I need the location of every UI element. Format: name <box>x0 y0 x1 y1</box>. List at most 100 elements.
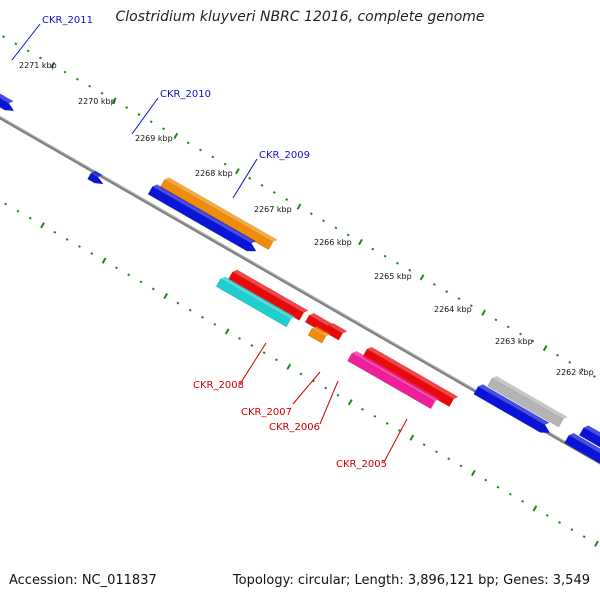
scale-label: 2271 kbp <box>19 61 57 70</box>
scale-tick <box>296 203 302 210</box>
scale-tick <box>101 257 107 264</box>
gene-feature[interactable] <box>473 385 551 433</box>
gene-feature[interactable] <box>0 82 15 112</box>
scale-label: 2267 kbp <box>254 205 292 214</box>
scale-tick <box>149 120 153 124</box>
gene-feature[interactable] <box>362 348 455 408</box>
scale-tick <box>373 414 377 418</box>
gene-feature-bevel <box>309 313 333 327</box>
gene-labels: CKR_2011 CKR_2010 CKR_2009 CKR_2008 CKR_2007… <box>42 15 387 470</box>
gene-label[interactable]: CKR_2008 <box>193 380 244 391</box>
gene-feature-bevel <box>328 323 348 334</box>
scale-tick <box>213 322 217 326</box>
gene-feature[interactable] <box>564 434 600 467</box>
gene-label[interactable]: CKR_2011 <box>42 15 93 26</box>
scale-tick <box>28 216 32 220</box>
gene-label[interactable]: CKR_2007 <box>241 407 292 418</box>
scale-tick <box>580 367 584 371</box>
gene-feature-bevel <box>352 351 440 401</box>
scale-tick <box>111 97 117 104</box>
scale-tick <box>137 113 141 116</box>
scale-tick <box>545 514 549 517</box>
scale-label: 2264 kbp <box>434 305 472 314</box>
gene-feature[interactable] <box>87 172 104 185</box>
scale-tick <box>311 379 315 383</box>
scale-tick <box>322 219 326 223</box>
scale-labels: 2271 kbp 2270 kbp 2269 kbp 2268 kbp 2267 kbp… <box>19 61 594 377</box>
label-leader-line <box>292 371 321 405</box>
gene-feature[interactable] <box>307 327 327 344</box>
scale-tick <box>16 209 20 213</box>
scale-label: 2268 kbp <box>195 169 233 178</box>
gene-feature[interactable] <box>578 427 600 455</box>
scale-tick <box>471 469 476 477</box>
scale-tick <box>347 399 353 406</box>
scale-tick <box>40 222 45 229</box>
scale-label: 2270 kbp <box>78 97 116 106</box>
scale-label: 2265 kbp <box>374 272 412 281</box>
scale-tick <box>398 429 401 432</box>
scale-tick <box>248 176 252 180</box>
scale-tick <box>324 386 328 390</box>
scale-tick <box>481 309 486 316</box>
scale-tick <box>445 290 449 293</box>
scale-tick <box>163 292 168 300</box>
scale-tick <box>556 353 559 357</box>
scale-tick <box>494 318 498 322</box>
scale-tick <box>88 84 92 88</box>
label-leader-line <box>319 380 339 425</box>
scale-tick <box>63 70 67 74</box>
scale-tick <box>409 434 415 441</box>
scale-tick <box>519 332 522 336</box>
scale-tick <box>435 450 438 454</box>
scale-tick <box>506 325 510 329</box>
scale-tick <box>532 505 538 512</box>
gene-label[interactable]: CKR_2006 <box>269 422 320 433</box>
scale-tick <box>395 261 399 265</box>
gene-feature[interactable] <box>215 278 292 328</box>
gene-feature-bevel <box>492 376 568 420</box>
scale-ticks <box>2 35 599 547</box>
scale-tick <box>4 202 8 206</box>
gene-feature[interactable] <box>159 179 274 251</box>
gene-feature[interactable] <box>324 324 344 341</box>
scale-tick <box>309 212 313 216</box>
scale-tick <box>50 61 56 69</box>
scale-tick <box>211 155 215 159</box>
scale-tick <box>568 360 572 364</box>
label-leader-line <box>383 418 408 463</box>
gene-label[interactable]: CKR_2009 <box>259 150 310 161</box>
genome-title: Clostridium kluyveri NBRC 12016, complet… <box>115 9 485 25</box>
scale-tick <box>570 528 574 532</box>
label-leader-line <box>239 342 267 385</box>
scale-tick <box>592 375 596 378</box>
scale-tick <box>90 252 94 255</box>
scale-tick <box>419 274 425 281</box>
scale-tick <box>447 457 451 461</box>
scale-tick <box>358 238 363 246</box>
scale-label: 2263 kbp <box>495 337 533 346</box>
scale-tick <box>531 339 535 343</box>
gene-feature[interactable] <box>147 186 257 252</box>
scale-tick <box>582 535 586 539</box>
scale-tick <box>469 304 473 308</box>
scale-tick <box>151 287 155 291</box>
label-leaders <box>11 23 408 463</box>
scale-tick <box>299 372 303 376</box>
gene-label[interactable]: CKR_2010 <box>160 89 211 100</box>
scale-label: 2266 kbp <box>314 238 352 247</box>
scale-tick <box>2 35 5 39</box>
scale-tick <box>459 464 463 468</box>
scale-tick <box>274 358 278 362</box>
gene-feature-bevel <box>164 177 278 242</box>
gene-feature-bevel <box>312 326 331 337</box>
scale-tick <box>286 363 292 370</box>
scale-tick <box>127 273 131 277</box>
scale-tick <box>125 106 129 109</box>
gene-feature-bevel <box>367 347 459 399</box>
label-leader-line <box>11 23 41 61</box>
scale-tick <box>542 345 548 352</box>
scale-tick <box>26 49 30 53</box>
gene-label[interactable]: CKR_2005 <box>336 459 387 470</box>
